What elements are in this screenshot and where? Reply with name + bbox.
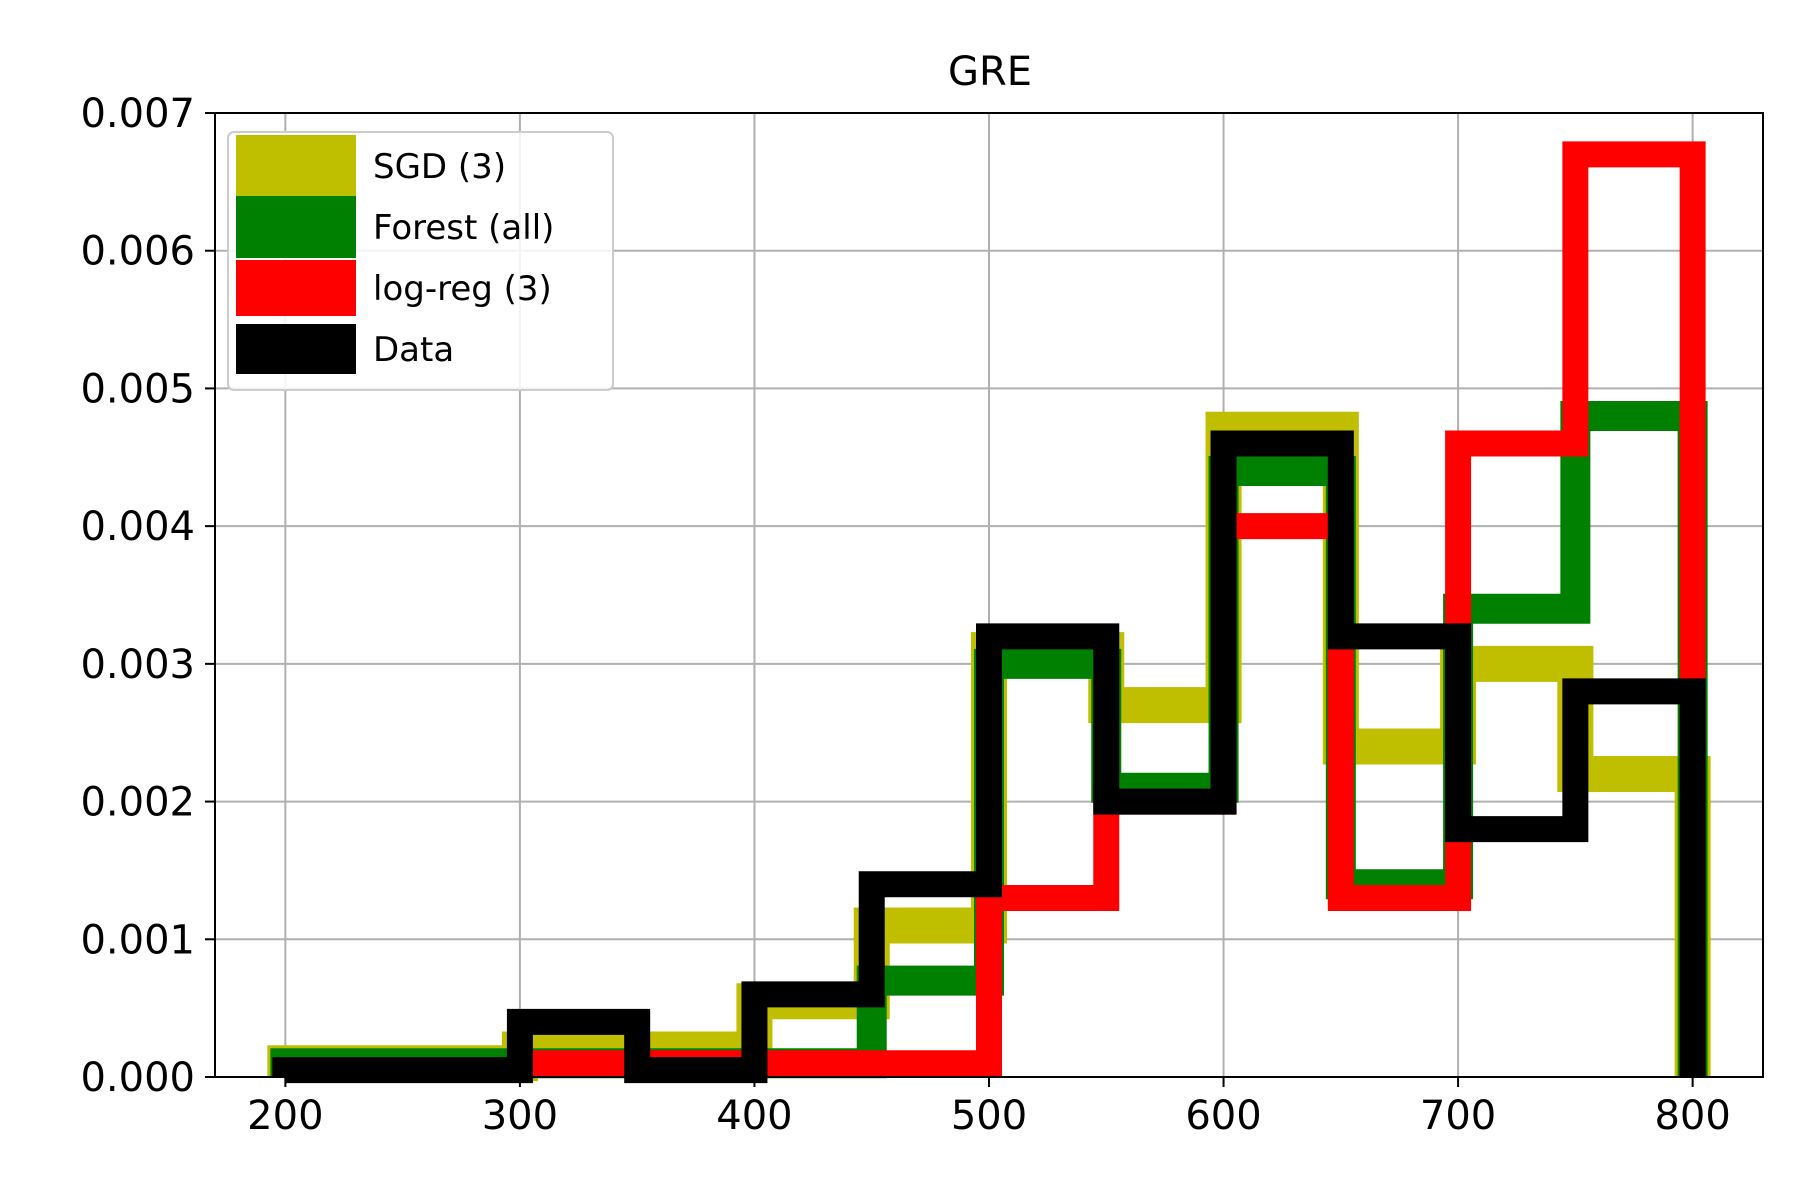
- y-tick-label: 0.000: [80, 1055, 195, 1101]
- x-tick-label: 200: [247, 1093, 323, 1139]
- y-tick-label: 0.005: [80, 366, 195, 412]
- y-tick-label: 0.003: [80, 642, 195, 688]
- x-tick-label: 600: [1185, 1093, 1261, 1139]
- legend-item: Data: [236, 324, 454, 374]
- legend-label: SGD (3): [373, 147, 506, 187]
- legend: SGD (3) Forest (all) log-reg (3) Data: [227, 131, 614, 391]
- x-tick-label: 300: [482, 1093, 558, 1139]
- legend-item: log-reg (3): [236, 260, 552, 316]
- x-tick-label: 400: [716, 1093, 792, 1139]
- legend-item: Forest (all): [236, 196, 554, 258]
- y-tick-label: 0.007: [80, 91, 195, 137]
- legend-item: SGD (3): [236, 135, 506, 197]
- y-tick-label: 0.004: [80, 504, 195, 550]
- axis-ticks: 200 300 400 500 600 700 800 0.000 0.001 0.002 0.00…: [80, 91, 1730, 1139]
- histogram-series: [267, 141, 1711, 1084]
- legend-swatch: [236, 135, 356, 197]
- legend-swatch: [236, 260, 356, 316]
- legend-swatch: [236, 196, 356, 258]
- legend-swatch: [236, 324, 356, 374]
- chart-title: GRE: [948, 49, 1032, 95]
- legend-label: log-reg (3): [373, 269, 552, 309]
- x-tick-label: 700: [1420, 1093, 1496, 1139]
- series-data: [272, 430, 1706, 1084]
- y-tick-label: 0.001: [80, 917, 195, 963]
- x-tick-label: 800: [1654, 1093, 1730, 1139]
- x-tick-label: 500: [951, 1093, 1027, 1139]
- y-tick-label: 0.006: [80, 229, 195, 275]
- histogram-step-outline: [272, 430, 1706, 1084]
- legend-label: Data: [373, 330, 454, 370]
- legend-label: Forest (all): [373, 208, 554, 248]
- y-tick-label: 0.002: [80, 780, 195, 826]
